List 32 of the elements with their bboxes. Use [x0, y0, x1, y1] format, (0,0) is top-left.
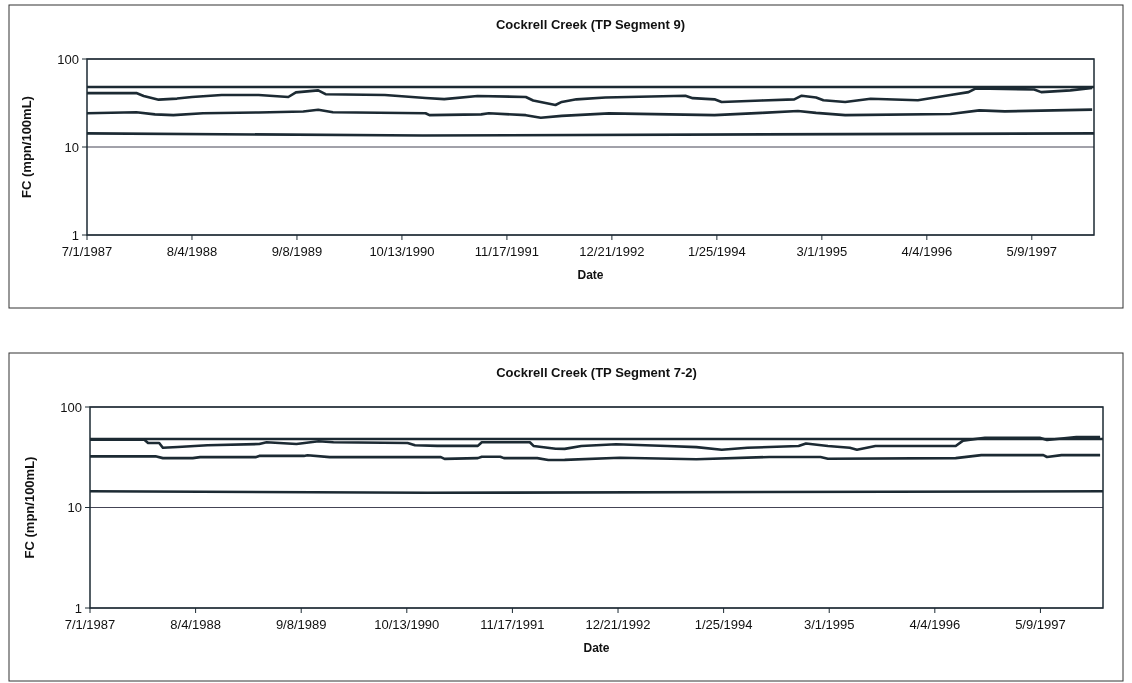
x-tick-label: 9/8/1989: [271, 244, 323, 259]
x-tick-label: 12/21/1992: [585, 617, 651, 632]
x-tick-label: 10/13/1990: [374, 617, 440, 632]
x-tick-label: 7/1/1987: [64, 617, 116, 632]
x-tick-label: 8/4/1988: [166, 244, 218, 259]
x-tick-label: 3/1/1995: [796, 244, 848, 259]
chart-title: Cockrell Creek (TP Segment 7-2): [496, 365, 697, 380]
x-tick-label: 11/17/1991: [480, 617, 545, 632]
y-tick-label: 1: [74, 600, 82, 616]
x-tick-label: 9/8/1989: [275, 617, 327, 632]
y-axis-title: FC (mpn/100mL): [19, 96, 34, 198]
y-axis-title: FC (mpn/100mL): [22, 456, 37, 559]
y-tick-label: 100: [60, 399, 82, 415]
x-tick-label: 10/13/1990: [369, 244, 435, 259]
x-tick-label: 1/25/1994: [694, 617, 753, 632]
x-axis-title: Date: [577, 268, 604, 282]
x-tick-label: 1/25/1994: [687, 244, 746, 259]
x-tick-label: 5/9/1997: [1006, 244, 1058, 259]
x-tick-label: 12/21/1992: [579, 244, 645, 259]
x-tick-label: 5/9/1997: [1015, 617, 1066, 632]
x-tick-label: 3/1/1995: [803, 617, 855, 632]
y-tick-label: 10: [64, 139, 79, 155]
x-axis-title: Date: [583, 641, 610, 655]
y-tick-label: 10: [67, 500, 82, 515]
y-tick-label: 1: [71, 227, 79, 243]
x-tick-label: 11/17/1991: [474, 244, 539, 259]
chart-title: Cockrell Creek (TP Segment 9): [495, 17, 686, 32]
x-tick-label: 4/4/1996: [909, 617, 961, 632]
x-tick-label: 4/4/1996: [901, 244, 953, 259]
x-tick-label: 8/4/1988: [170, 617, 221, 632]
x-tick-label: 7/1/1987: [61, 244, 113, 259]
y-tick-label: 100: [57, 51, 79, 67]
